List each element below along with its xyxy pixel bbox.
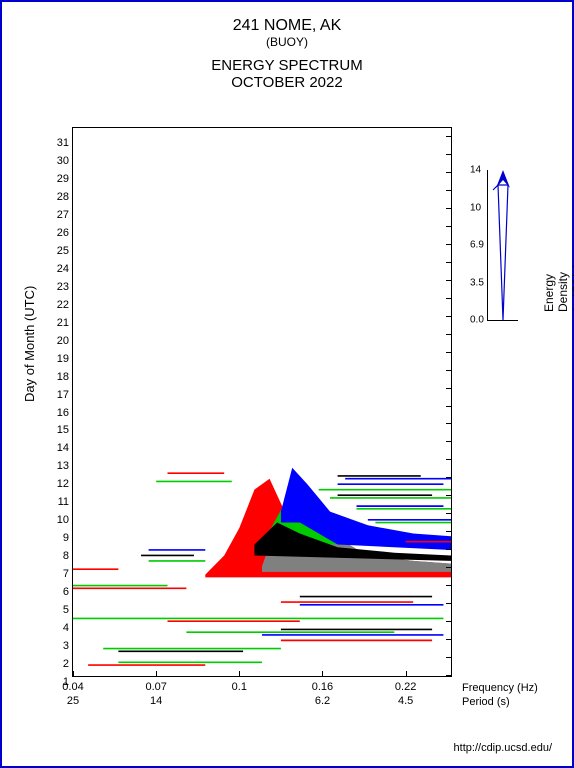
x-period-label: Period (s) (462, 696, 510, 708)
x-period-tick: 6.2 (315, 692, 330, 707)
x-freq-tick: 0.07 (145, 678, 166, 693)
legend-tick: 6.9 (470, 240, 484, 251)
y-tick: 23 (57, 281, 73, 293)
y-tick: 29 (57, 173, 73, 185)
y-tick: 26 (57, 227, 73, 239)
y-tick: 2 (63, 658, 73, 670)
spectrum-svg (73, 128, 451, 676)
y-tick: 31 (57, 137, 73, 149)
legend-tick: 3.5 (470, 277, 484, 288)
title-date: OCTOBER 2022 (2, 74, 572, 91)
x-freq-tick: 0.22 (395, 678, 416, 693)
chart-container: 241 NOME, AK (BUOY) ENERGY SPECTRUM OCTO… (0, 0, 574, 768)
legend-scale: 0.03.56.91014 (487, 170, 518, 321)
y-tick: 12 (57, 478, 73, 490)
y-tick: 11 (58, 496, 73, 508)
legend-arrow-icon (488, 170, 518, 320)
title-spectrum: ENERGY SPECTRUM (2, 57, 572, 74)
y-tick: 7 (63, 568, 73, 580)
x-period-tick: 4.5 (398, 692, 413, 707)
footer-url: http://cdip.ucsd.edu/ (454, 742, 552, 754)
y-tick: 4 (63, 622, 73, 634)
x-freq-label: Frequency (Hz) (462, 682, 538, 694)
y-axis-label: Day of Month (UTC) (22, 286, 37, 402)
x-period-tick: 25 (67, 692, 79, 707)
y-tick: 3 (63, 640, 73, 652)
y-tick: 27 (57, 209, 73, 221)
y-tick: 10 (57, 514, 73, 526)
y-tick: 21 (57, 317, 73, 329)
legend-tick: 10 (470, 202, 481, 213)
x-freq-tick: 0.1 (232, 678, 247, 693)
y-tick: 18 (57, 371, 73, 383)
y-tick: 30 (57, 155, 73, 167)
y-tick: 15 (57, 424, 73, 436)
legend-tick: 14 (470, 165, 481, 176)
title-buoy: (BUOY) (2, 35, 572, 49)
title-block: 241 NOME, AK (BUOY) ENERGY SPECTRUM OCTO… (2, 17, 572, 91)
y-tick: 28 (57, 191, 73, 203)
y-tick: 25 (57, 245, 73, 257)
y-tick: 24 (57, 263, 73, 275)
x-period-tick: 14 (150, 692, 162, 707)
y-tick: 22 (57, 299, 73, 311)
x-freq-tick: 0.04 (62, 678, 83, 693)
y-tick: 19 (57, 353, 73, 365)
y-tick: 9 (63, 532, 73, 544)
plot-area: 1234567891011121314151617181920212223242… (72, 127, 452, 677)
title-main: 241 NOME, AK (2, 17, 572, 35)
y-tick: 16 (57, 407, 73, 419)
y-tick: 6 (63, 586, 73, 598)
legend-label: Energy Density (m^2/Hz) (542, 264, 574, 312)
y-tick: 17 (57, 389, 73, 401)
y-tick: 8 (63, 550, 73, 562)
y-tick: 13 (57, 460, 73, 472)
y-tick: 5 (63, 604, 73, 616)
legend-tick: 0.0 (470, 315, 484, 326)
y-tick: 14 (57, 442, 73, 454)
x-freq-tick: 0.16 (312, 678, 333, 693)
y-tick: 20 (57, 335, 73, 347)
